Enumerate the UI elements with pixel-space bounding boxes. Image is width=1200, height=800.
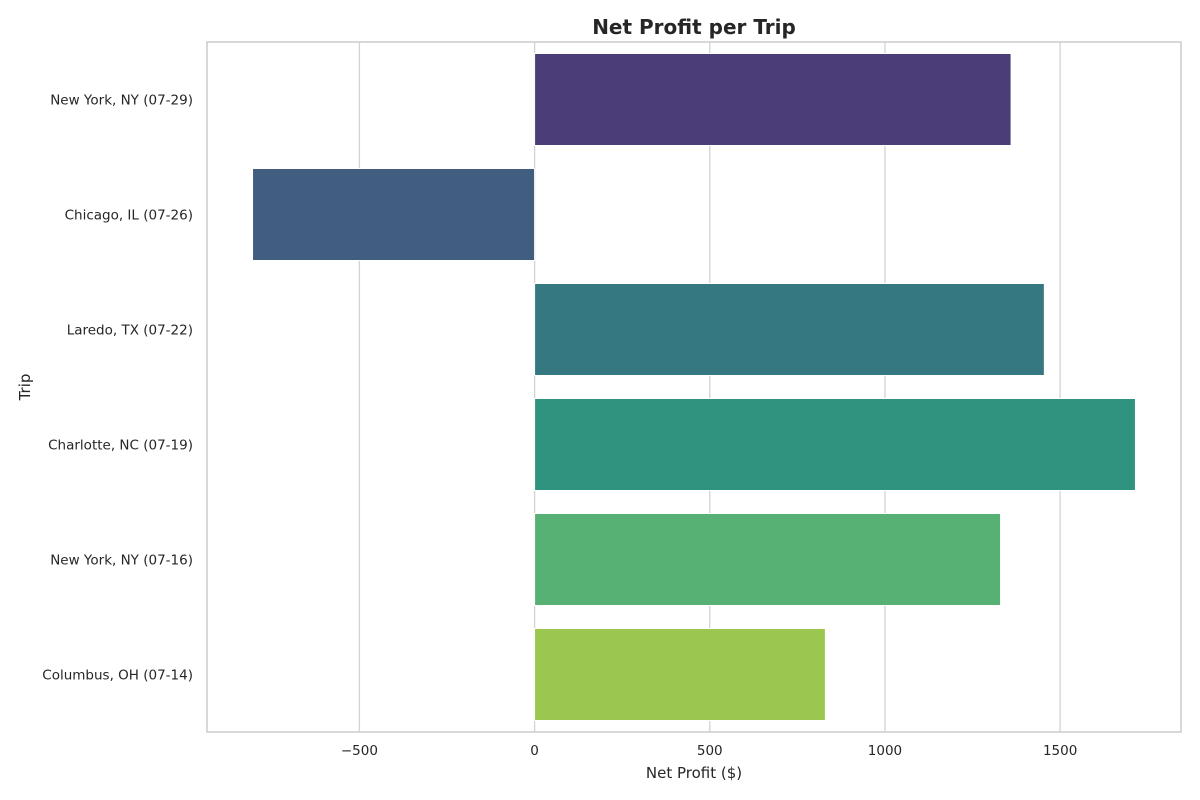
x-tick-label: 500 — [697, 743, 723, 759]
bars — [252, 53, 1136, 721]
bar — [534, 53, 1012, 146]
bar — [534, 628, 826, 721]
x-tick-label: 1500 — [1043, 743, 1077, 759]
y-axis-label: Trip — [16, 374, 34, 402]
plot-frame — [206, 41, 1182, 733]
x-axis-label: Net Profit ($) — [646, 764, 742, 782]
y-tick-labels: New York, NY (07-29) Chicago, IL (07-26) L… — [42, 93, 193, 684]
y-tick-label: Columbus, OH (07-14) — [42, 668, 193, 684]
bar — [534, 398, 1136, 491]
x-tick-label: 1000 — [868, 743, 902, 759]
y-tick-label: New York, NY (07-16) — [50, 553, 193, 569]
bar — [534, 283, 1045, 376]
y-tick-label: Charlotte, NC (07-19) — [48, 438, 193, 454]
y-tick-label: Laredo, TX (07-22) — [67, 323, 193, 339]
x-tick-label: −500 — [341, 743, 378, 759]
x-gridlines — [358, 42, 1061, 732]
x-tick-label: 0 — [530, 743, 539, 759]
x-tick-labels: −500 0 500 1000 1500 — [341, 743, 1077, 759]
chart-title: Net Profit per Trip — [592, 15, 796, 39]
bar — [252, 168, 536, 261]
bar — [534, 513, 1002, 606]
y-tick-label: New York, NY (07-29) — [50, 93, 193, 109]
y-tick-label: Chicago, IL (07-26) — [65, 208, 193, 224]
